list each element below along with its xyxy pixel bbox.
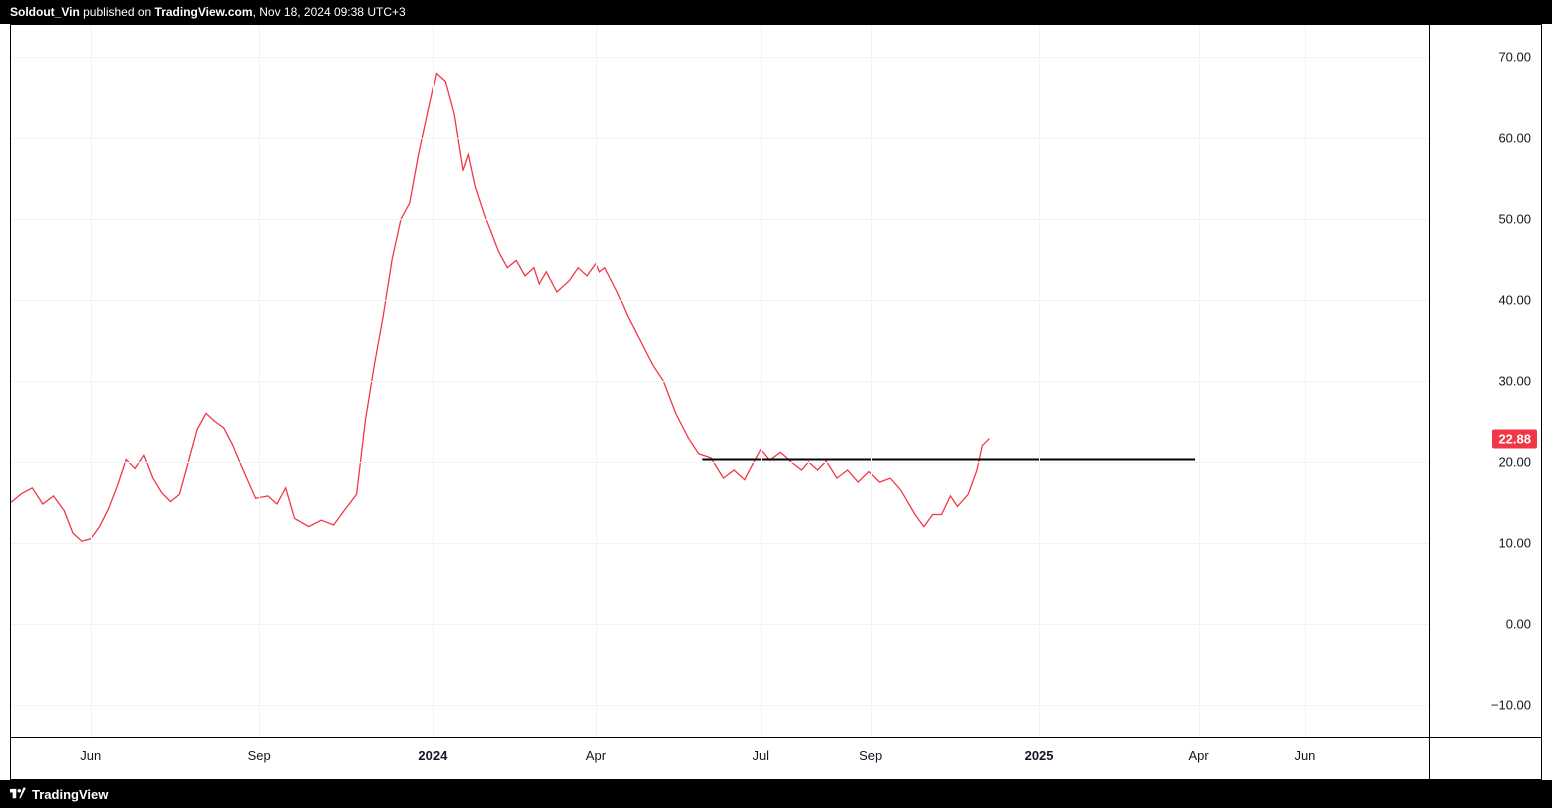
price-axis-label: −10.00 bbox=[1491, 697, 1531, 712]
site-name: TradingView.com bbox=[155, 5, 253, 19]
time-axis-label: Apr bbox=[586, 748, 606, 763]
tradingview-snapshot: Soldout_Vin published on TradingView.com… bbox=[0, 0, 1552, 808]
time-axis-label: Sep bbox=[859, 748, 882, 763]
time-axis-label: Jul bbox=[752, 748, 769, 763]
last-price-badge: 22.88 bbox=[1492, 429, 1537, 448]
price-axis-label: 60.00 bbox=[1498, 131, 1531, 146]
price-axis-label: 30.00 bbox=[1498, 374, 1531, 389]
brand-label: TradingView bbox=[32, 787, 108, 802]
publish-timestamp: Nov 18, 2024 09:38 UTC+3 bbox=[259, 5, 405, 19]
time-axis-label: Sep bbox=[248, 748, 271, 763]
price-axis-label: 20.00 bbox=[1498, 454, 1531, 469]
time-axis-label: 2025 bbox=[1025, 748, 1054, 763]
tradingview-logo-icon bbox=[10, 786, 26, 802]
time-axis[interactable]: Jun Sep 2024 Apr Jul Sep 2025 Apr Jun bbox=[10, 738, 1430, 780]
price-axis-label: 0.00 bbox=[1506, 616, 1531, 631]
price-axis[interactable]: 70.00 60.00 50.00 40.00 30.00 20.00 10.00 0.00 −… bbox=[1430, 24, 1542, 738]
axis-corner bbox=[1430, 738, 1542, 780]
price-axis-label: 40.00 bbox=[1498, 293, 1531, 308]
price-axis-label: 50.00 bbox=[1498, 212, 1531, 227]
time-axis-label: 2024 bbox=[418, 748, 447, 763]
header-text: Soldout_Vin published on TradingView.com… bbox=[10, 5, 406, 19]
time-axis-label: Jun bbox=[1294, 748, 1315, 763]
snapshot-header: Soldout_Vin published on TradingView.com… bbox=[0, 0, 1552, 24]
price-series-line bbox=[11, 74, 989, 542]
snapshot-footer: TradingView bbox=[0, 780, 1552, 808]
author-name: Soldout_Vin bbox=[10, 5, 80, 19]
chart-panel[interactable]: 70.00 60.00 50.00 40.00 30.00 20.00 10.00 0.00 −… bbox=[10, 24, 1542, 780]
time-axis-label: Apr bbox=[1188, 748, 1208, 763]
price-axis-label: 70.00 bbox=[1498, 50, 1531, 65]
time-axis-label: Jun bbox=[80, 748, 101, 763]
price-axis-label: 10.00 bbox=[1498, 535, 1531, 550]
chart-plot-area[interactable] bbox=[10, 24, 1430, 738]
